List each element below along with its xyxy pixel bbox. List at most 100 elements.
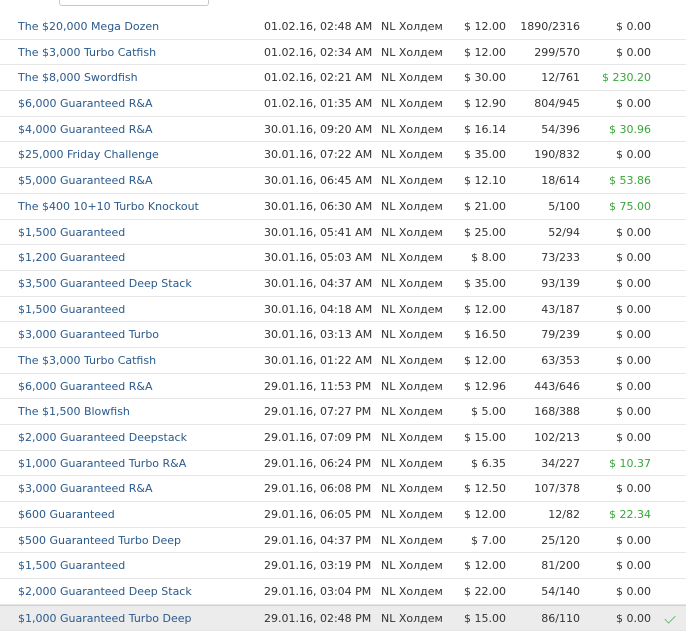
winnings: $ 0.00 <box>616 97 651 111</box>
finish-place: 25/120 <box>541 533 580 547</box>
table-row[interactable]: $2,000 Guaranteed Deep Stack 29.01.16, 0… <box>0 579 686 605</box>
table-row[interactable]: $6,000 Guaranteed R&A 29.01.16, 11:53 PM… <box>0 374 686 400</box>
finish-place: 12/761 <box>541 71 580 85</box>
buy-in: $ 35.00 <box>464 276 506 290</box>
winnings: $ 0.00 <box>616 611 651 625</box>
tournament-date: 30.01.16, 04:18 AM <box>264 302 373 316</box>
buy-in: $ 12.90 <box>464 97 506 111</box>
tournament-name-link[interactable]: $1,000 Guaranteed Turbo Deep <box>18 611 192 625</box>
game-type: NL Холдем <box>381 585 443 599</box>
table-row[interactable]: The $400 10+10 Turbo Knockout 30.01.16, … <box>0 194 686 220</box>
table-row[interactable]: $600 Guaranteed 29.01.16, 06:05 PM NL Хо… <box>0 502 686 528</box>
tournament-date: 30.01.16, 06:45 AM <box>264 174 373 188</box>
table-row[interactable]: $500 Guaranteed Turbo Deep 29.01.16, 04:… <box>0 528 686 554</box>
winnings: $ 0.00 <box>616 585 651 599</box>
winnings: $ 0.00 <box>616 533 651 547</box>
tournament-name-link[interactable]: $6,000 Guaranteed R&A <box>18 97 153 111</box>
table-row[interactable]: The $3,000 Turbo Catfish 01.02.16, 02:34… <box>0 40 686 66</box>
table-row[interactable]: $1,500 Guaranteed 30.01.16, 05:41 AM NL … <box>0 220 686 246</box>
tournament-name-link[interactable]: The $20,000 Mega Dozen <box>18 20 160 33</box>
tournament-date: 30.01.16, 01:22 AM <box>264 353 373 367</box>
table-row[interactable]: $2,000 Guaranteed Deepstack 29.01.16, 07… <box>0 425 686 451</box>
buy-in: $ 12.00 <box>464 20 506 33</box>
table-row[interactable]: The $20,000 Mega Dozen 01.02.16, 02:48 A… <box>0 14 686 40</box>
tournament-name-link[interactable]: $3,500 Guaranteed Deep Stack <box>18 276 192 290</box>
tournament-name-link[interactable]: $3,000 Guaranteed R&A <box>18 482 153 496</box>
table-row[interactable]: $4,000 Guaranteed R&A 30.01.16, 09:20 AM… <box>0 117 686 143</box>
table-row[interactable]: The $8,000 Swordfish 01.02.16, 02:21 AM … <box>0 65 686 92</box>
tournament-name-link[interactable]: $4,000 Guaranteed R&A <box>18 122 153 136</box>
buy-in: $ 21.00 <box>464 199 506 213</box>
buy-in: $ 12.96 <box>464 379 506 393</box>
game-type: NL Холдем <box>381 174 443 188</box>
winnings: $ 0.00 <box>616 405 651 419</box>
tournament-date: 30.01.16, 03:13 AM <box>264 328 373 342</box>
tournament-name-link[interactable]: The $400 10+10 Turbo Knockout <box>18 199 199 213</box>
game-type: NL Холдем <box>381 20 443 33</box>
tournament-date: 29.01.16, 06:05 PM <box>264 508 372 522</box>
game-type: NL Холдем <box>381 611 443 625</box>
finish-place: 12/82 <box>548 508 580 522</box>
table-row[interactable]: $1,200 Guaranteed 30.01.16, 05:03 AM NL … <box>0 245 686 271</box>
game-type: NL Холдем <box>381 225 443 239</box>
tournament-date: 30.01.16, 04:37 AM <box>264 276 373 290</box>
tournament-name-link[interactable]: $1,200 Guaranteed <box>18 251 126 265</box>
table-row[interactable]: The $3,000 Turbo Catfish 30.01.16, 01:22… <box>0 348 686 374</box>
tournament-name-link[interactable]: The $1,500 Blowfish <box>18 405 130 419</box>
game-type: NL Холдем <box>381 71 443 85</box>
finish-place: 52/94 <box>548 225 580 239</box>
check-icon <box>664 612 676 624</box>
game-type: NL Холдем <box>381 559 443 573</box>
buy-in: $ 7.00 <box>471 533 506 547</box>
finish-place: 63/353 <box>541 353 580 367</box>
tournament-name-link[interactable]: $1,500 Guaranteed <box>18 559 126 573</box>
tournament-name-link[interactable]: $5,000 Guaranteed R&A <box>18 174 153 188</box>
finish-place: 79/239 <box>541 328 580 342</box>
table-row[interactable]: $3,500 Guaranteed Deep Stack 30.01.16, 0… <box>0 271 686 297</box>
table-row[interactable]: $25,000 Friday Challenge 30.01.16, 07:22… <box>0 142 686 169</box>
game-type: NL Холдем <box>381 276 443 290</box>
game-type: NL Холдем <box>381 353 443 367</box>
winnings: $ 230.20 <box>602 71 651 85</box>
tournament-name-link[interactable]: $3,000 Guaranteed Turbo <box>18 328 160 342</box>
finish-place: 43/187 <box>541 302 580 316</box>
tournament-name-link[interactable]: $2,000 Guaranteed Deepstack <box>18 431 187 444</box>
tournament-name-link[interactable]: $6,000 Guaranteed R&A <box>18 379 153 393</box>
tournament-name-link[interactable]: The $3,000 Turbo Catfish <box>18 45 157 59</box>
game-type: NL Холдем <box>381 405 443 419</box>
table-row[interactable]: The $1,500 Blowfish 29.01.16, 07:27 PM N… <box>0 399 686 425</box>
finish-place: 81/200 <box>541 559 580 573</box>
tournament-name-link[interactable]: $25,000 Friday Challenge <box>18 148 159 162</box>
finish-place: 73/233 <box>541 251 580 265</box>
buy-in: $ 15.00 <box>464 611 506 625</box>
table-row[interactable]: $6,000 Guaranteed R&A 01.02.16, 01:35 AM… <box>0 91 686 117</box>
winnings: $ 0.00 <box>616 302 651 316</box>
table-row[interactable]: $1,500 Guaranteed 30.01.16, 04:18 AM NL … <box>0 297 686 323</box>
tournament-name-link[interactable]: The $3,000 Turbo Catfish <box>18 353 157 367</box>
table-row[interactable]: $1,500 Guaranteed 29.01.16, 03:19 PM NL … <box>0 553 686 580</box>
buy-in: $ 12.00 <box>464 45 506 59</box>
tournament-date: 30.01.16, 09:20 AM <box>264 122 373 136</box>
game-type: NL Холдем <box>381 328 443 342</box>
winnings: $ 0.00 <box>616 482 651 496</box>
tournament-date: 29.01.16, 02:48 PM <box>264 611 372 625</box>
tournament-name-link[interactable]: $1,000 Guaranteed Turbo R&A <box>18 456 187 470</box>
tournament-name-link[interactable]: $1,500 Guaranteed <box>18 302 126 316</box>
finish-place: 54/396 <box>541 122 580 136</box>
game-type: NL Холдем <box>381 199 443 213</box>
table-row[interactable]: $1,000 Guaranteed Turbo Deep 29.01.16, 0… <box>0 604 686 631</box>
tournament-name-link[interactable]: $1,500 Guaranteed <box>18 225 126 239</box>
tournament-name-link[interactable]: $600 Guaranteed <box>18 508 115 522</box>
tournament-name-link[interactable]: The $8,000 Swordfish <box>18 71 138 85</box>
tournament-name-link[interactable]: $2,000 Guaranteed Deep Stack <box>18 585 192 599</box>
table-row[interactable]: $5,000 Guaranteed R&A 30.01.16, 06:45 AM… <box>0 168 686 194</box>
table-row[interactable]: $3,000 Guaranteed Turbo 30.01.16, 03:13 … <box>0 322 686 348</box>
tournament-date: 01.02.16, 02:21 AM <box>264 71 373 85</box>
finish-place: 5/100 <box>548 199 580 213</box>
search-input[interactable] <box>59 0 209 6</box>
table-row[interactable]: $1,000 Guaranteed Turbo R&A 29.01.16, 06… <box>0 451 686 477</box>
winnings: $ 30.96 <box>609 122 651 136</box>
buy-in: $ 6.35 <box>471 456 506 470</box>
table-row[interactable]: $3,000 Guaranteed R&A 29.01.16, 06:08 PM… <box>0 476 686 503</box>
tournament-name-link[interactable]: $500 Guaranteed Turbo Deep <box>18 533 182 547</box>
